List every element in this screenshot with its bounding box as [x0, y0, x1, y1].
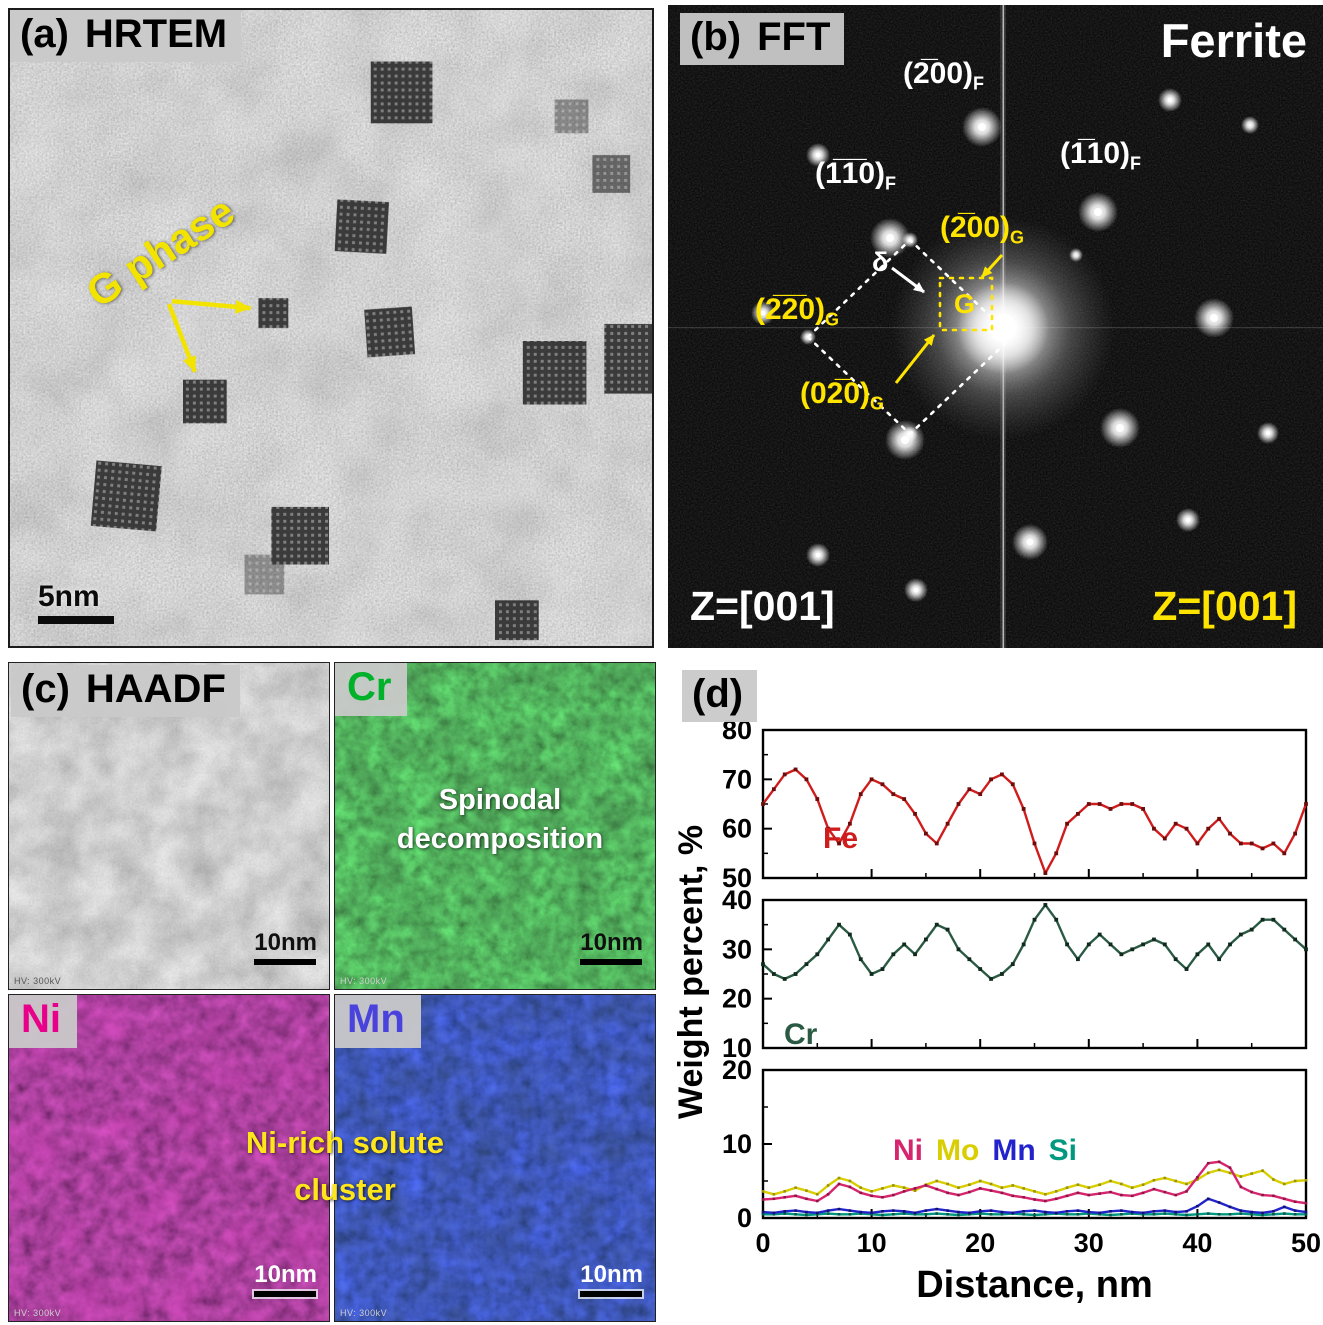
svg-text:60: 60 — [722, 814, 752, 844]
g-box-label: G — [954, 289, 976, 319]
panel-profiles: 50 60 70 80 10 20 30 40 0 10 20 0 10 20 30 40 50 (d) Wei… — [668, 662, 1323, 1325]
scale-bar-10nm: 10nm — [254, 1261, 317, 1297]
hrtem-image — [10, 10, 652, 646]
reflection-020G: (02̅0)G — [800, 377, 885, 414]
scale-bar-5nm: 5nm — [38, 580, 114, 624]
panel-b-label: (b) FFT — [680, 13, 845, 65]
panel-a-title: HRTEM — [84, 12, 228, 56]
scale-bar-line — [38, 616, 114, 624]
reflection-200F: (2̅00)F — [903, 57, 985, 94]
hv-label: HV: 300kV — [14, 1308, 62, 1318]
delta-label: δ — [872, 247, 889, 277]
svg-text:30: 30 — [1074, 1228, 1104, 1258]
reflection-110F-a: (1̅1̅0)F — [815, 157, 897, 194]
panel-hrtem: (a) HRTEM G phase 5nm — [8, 8, 654, 648]
svg-text:30: 30 — [722, 934, 752, 964]
panel-b-title: FFT — [757, 15, 831, 59]
svg-text:50: 50 — [1291, 1228, 1321, 1258]
zone-axis-yellow: Z=[001] — [1152, 583, 1297, 629]
scale-bar-10nm: 10nm — [254, 929, 317, 965]
diffraction-spots — [751, 88, 1279, 602]
hv-label: HV: 300kV — [340, 1308, 388, 1318]
panel-b-index: (b) — [690, 15, 742, 59]
panel-c-title: HAADF — [85, 667, 226, 711]
panel-fft: (b) FFT Ferrite (2̅00)F (1̅1̅0)F (1̅10)F … — [668, 5, 1323, 648]
panel-a-index: (a) — [20, 12, 69, 56]
ni-map-image — [9, 995, 329, 1321]
g-phase-precipitates — [90, 61, 652, 641]
svg-text:10: 10 — [722, 1033, 752, 1063]
series-label-cr: Cr — [784, 1018, 818, 1051]
panel-c-index: (c) — [21, 667, 70, 711]
series-label-mo: Mo — [936, 1134, 980, 1167]
ni-map-cell: Ni 10nm HV: 300kV — [8, 994, 330, 1322]
scale-bar-text: 5nm — [38, 580, 100, 613]
panel-d-index: (d) — [692, 672, 744, 716]
spinodal-line2: decomposition — [396, 823, 604, 856]
mn-label: Mn — [335, 995, 421, 1048]
hv-label: HV: 300kV — [340, 976, 388, 986]
y-axis-label: Weight percent, % — [672, 824, 710, 1120]
svg-text:0: 0 — [755, 1228, 770, 1258]
cluster-line2: cluster — [294, 1171, 396, 1207]
reflection-110F-b: (1̅10)F — [1060, 137, 1142, 174]
series-label-fe: Fe — [823, 822, 859, 855]
haadf-image — [9, 663, 329, 989]
reflection-220G: (2̅2̅0)G — [755, 293, 840, 330]
svg-text:10: 10 — [857, 1228, 887, 1258]
series-label-ni: Ni — [893, 1134, 923, 1167]
panel-a-label: (a) HRTEM — [10, 10, 242, 62]
g-phase-arrows — [166, 298, 252, 373]
haadf-cell: (c) HAADF 10nm HV: 300kV — [8, 662, 330, 990]
svg-text:10: 10 — [722, 1129, 752, 1159]
svg-text:20: 20 — [965, 1228, 995, 1258]
x-axis-label: Distance, nm — [916, 1264, 1153, 1306]
g-reflection-box — [938, 276, 994, 332]
fft-image — [668, 5, 1323, 648]
zone-axis-white: Z=[001] — [690, 583, 835, 629]
cluster-line1: Ni-rich solute — [245, 1125, 444, 1160]
g-unit-cell-outline — [806, 238, 1014, 436]
series-label-mn: Mn — [992, 1134, 1036, 1167]
svg-text:70: 70 — [722, 764, 752, 794]
reflection-200G: (2̅00)G — [940, 211, 1025, 248]
ferrite-label: Ferrite — [1160, 14, 1307, 67]
scale-bar-10nm: 10nm — [580, 1261, 643, 1297]
panel-haadf-maps: (c) HAADF 10nm HV: 300kV Cr Spinodal deco… — [8, 662, 656, 1322]
cr-map-image — [335, 663, 655, 989]
mn-map-cell: Mn 10nm HV: 300kV — [334, 994, 656, 1322]
ni-rich-cluster-annotation: Ni-rich solute cluster — [60, 1120, 630, 1213]
spinodal-annotation: Spinodal decomposition — [365, 781, 635, 859]
svg-text:0: 0 — [737, 1203, 752, 1233]
delta-arrow — [891, 266, 925, 294]
mn-map-image — [335, 995, 655, 1321]
cr-label: Cr — [335, 663, 408, 716]
svg-text:20: 20 — [722, 984, 752, 1014]
panel-d-label: (d) — [682, 670, 758, 722]
panel-c-label: (c) HAADF — [11, 665, 240, 717]
cr-map-cell: Cr Spinodal decomposition 10nm HV: 300kV — [334, 662, 656, 990]
svg-text:40: 40 — [722, 885, 752, 915]
hv-label: HV: 300kV — [14, 976, 62, 986]
spinodal-line1: Spinodal — [438, 784, 562, 816]
g-reflection-arrows — [894, 253, 1004, 384]
series-label-si: Si — [1048, 1134, 1078, 1167]
scale-bar-10nm: 10nm — [580, 929, 643, 965]
ni-label: Ni — [9, 995, 77, 1048]
series-label-group: Ni Mo Mn Si — [893, 1134, 1077, 1168]
svg-text:20: 20 — [722, 1055, 752, 1085]
svg-text:50: 50 — [722, 863, 752, 893]
svg-text:40: 40 — [1182, 1228, 1212, 1258]
